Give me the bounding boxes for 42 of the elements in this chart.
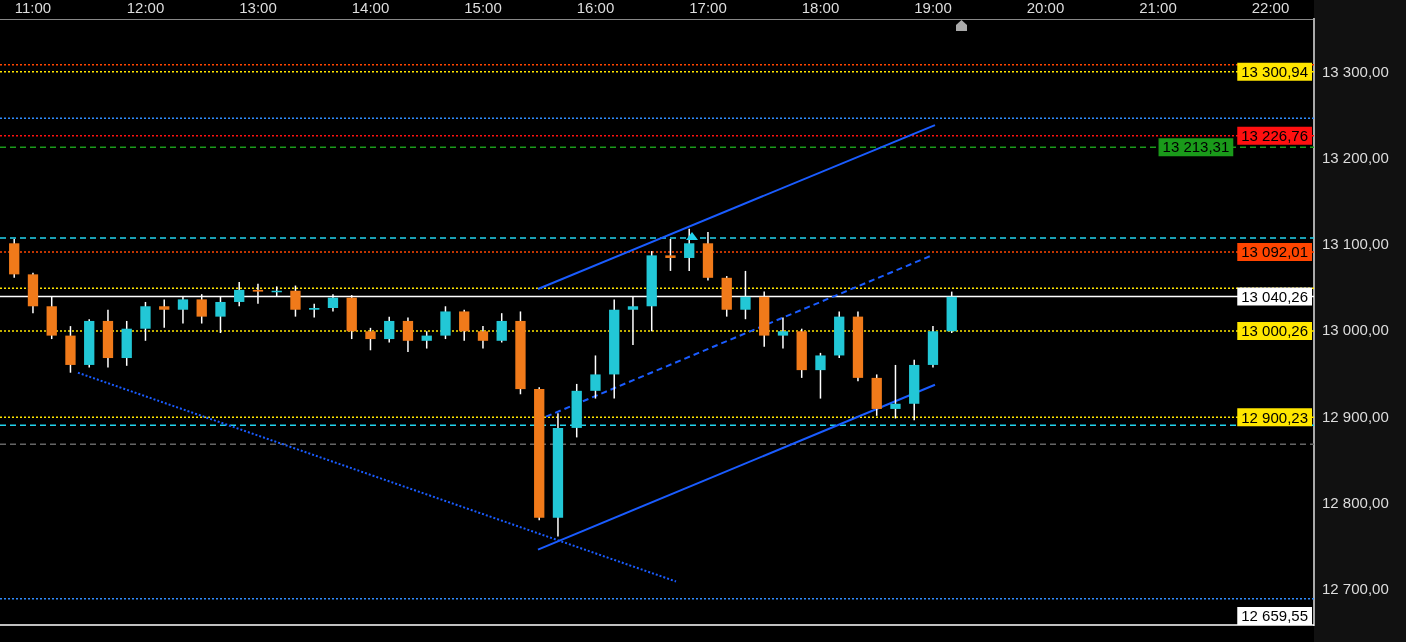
ref-line-label: 13 092,01 [1241,243,1308,261]
x-tick-label: 11:00 [14,0,52,17]
candlestick [777,316,789,350]
x-tick-label: 16:00 [576,0,615,17]
y-tick-label: 12 700,00 [1322,580,1389,598]
x-tick-label: 18:00 [801,0,840,17]
candlestick [665,238,676,272]
y-tick-label: 13 000,00 [1322,321,1389,339]
x-tick-label: 21:00 [1139,0,1177,17]
candlestick [815,352,826,400]
ref-line-label: 13 040,26 [1241,287,1308,305]
candlestick [477,325,489,350]
x-tick-label: 17:00 [689,0,727,17]
x-tick-label: 14:00 [351,0,390,17]
x-tick-label: 15:00 [464,0,502,17]
candlestick [159,298,170,329]
y-tick-label: 12 900,00 [1322,407,1389,425]
y-tick-label: 13 300,00 [1322,62,1389,80]
candlestick [140,301,151,342]
y-tick-label: 13 100,00 [1322,235,1389,253]
x-tick-label: 19:00 [914,0,952,17]
candlestick [684,227,695,272]
candlestick [402,316,414,353]
ref-line-label: 13 226,76 [1241,126,1308,144]
x-tick-label: 20:00 [1026,0,1065,17]
x-tick-label: 13:00 [239,0,277,17]
y-tick-label: 12 800,00 [1322,493,1389,511]
y-tick-label: 13 200,00 [1322,148,1389,166]
x-tick-label: 12:00 [126,0,165,17]
candlestick [365,327,376,352]
candlestick [309,302,320,319]
candlestick [459,308,470,342]
candlestick [590,354,601,400]
x-tick-label: 22:00 [1251,0,1290,17]
ref-line-label: 12 659,55 [1241,607,1308,625]
ref-line-label: 13 000,26 [1241,322,1308,340]
ref-line-label: 13 300,94 [1241,62,1308,80]
ref-line-label: 12 900,23 [1241,408,1308,426]
candlestick [384,315,395,344]
ref-line-label: 13 213,31 [1162,138,1230,156]
candlestick [890,364,901,420]
candlestick [496,312,507,344]
